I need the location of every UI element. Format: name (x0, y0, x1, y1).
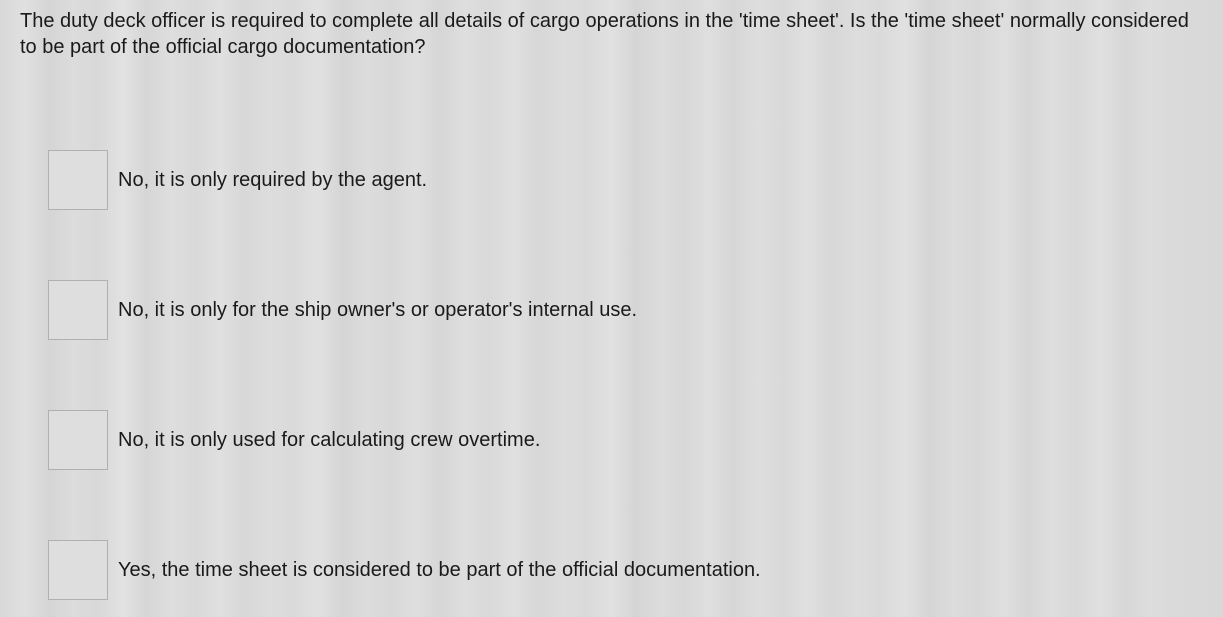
option-checkbox-2[interactable] (48, 280, 108, 340)
question-text: The duty deck officer is required to com… (20, 8, 1203, 60)
option-checkbox-1[interactable] (48, 150, 108, 210)
option-checkbox-4[interactable] (48, 540, 108, 600)
option-label: No, it is only used for calculating crew… (118, 429, 540, 452)
options-container: No, it is only required by the agent. No… (0, 150, 1223, 600)
question-container: The duty deck officer is required to com… (0, 0, 1223, 60)
option-row: No, it is only for the ship owner's or o… (48, 280, 1203, 340)
option-checkbox-3[interactable] (48, 410, 108, 470)
option-label: No, it is only for the ship owner's or o… (118, 299, 637, 322)
option-row: No, it is only required by the agent. (48, 150, 1203, 210)
option-row: Yes, the time sheet is considered to be … (48, 540, 1203, 600)
option-label: No, it is only required by the agent. (118, 169, 427, 192)
option-row: No, it is only used for calculating crew… (48, 410, 1203, 470)
option-label: Yes, the time sheet is considered to be … (118, 559, 761, 582)
